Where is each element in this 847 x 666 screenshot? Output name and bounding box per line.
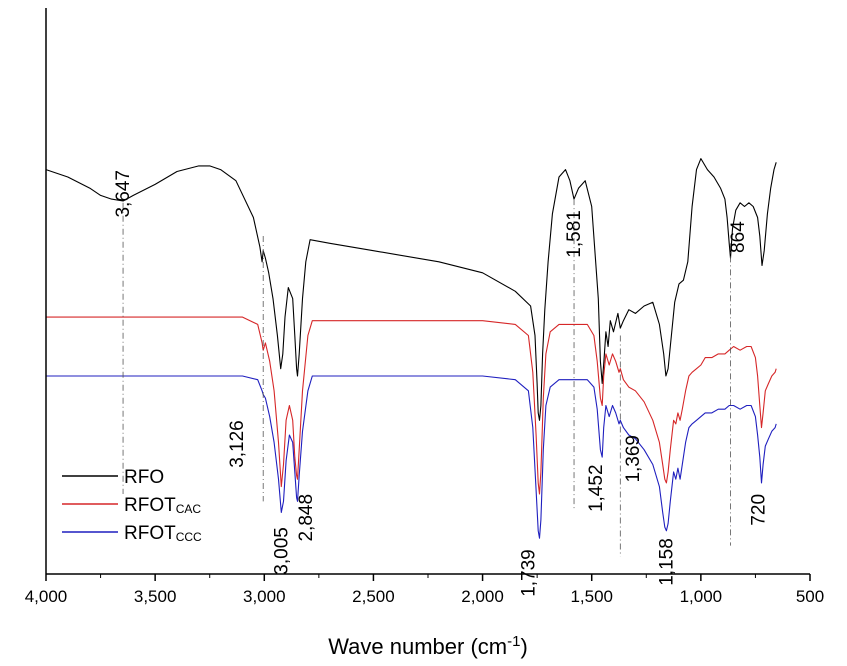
x-tick-label: 500 <box>796 587 824 606</box>
series-line-1 <box>45 158 777 421</box>
x-axis-title-tail: ) <box>520 634 527 659</box>
x-tick-label: 4,000 <box>25 587 68 606</box>
x-tick-label: 2,500 <box>352 587 395 606</box>
peak-label: 3,126 <box>227 420 248 468</box>
legend-label: RFO <box>124 467 164 488</box>
legend-label-subscript: CAC <box>176 502 202 516</box>
x-tick-label: 3,500 <box>134 587 177 606</box>
series-line-3 <box>46 375 777 539</box>
peak-label: 3,647 <box>113 170 134 218</box>
x-tick-label: 1,000 <box>680 587 723 606</box>
legend-label: RFOTCCC <box>124 523 202 544</box>
peak-label: 1,739 <box>518 549 539 597</box>
peak-label: 1,581 <box>564 210 585 258</box>
x-axis-title-main: Wave number (cm <box>328 634 507 659</box>
legend-label-name: RFOT <box>124 523 176 544</box>
peak-label: 864 <box>728 221 749 253</box>
legend-label: RFOTCAC <box>124 495 201 516</box>
peak-label: 1,369 <box>623 435 644 483</box>
peak-label: 720 <box>749 494 770 526</box>
x-tick-label: 2,000 <box>461 587 504 606</box>
x-tick-label: 3,000 <box>243 587 286 606</box>
series-line-2 <box>46 316 777 495</box>
peak-label: 2,848 <box>296 494 317 542</box>
x-axis-title-superscript: -1 <box>507 633 520 650</box>
x-tick-layer: 4,000 3,500 3,000 2,500 2,000 1,500 1,000 500 <box>25 574 824 606</box>
series-layer <box>45 158 777 539</box>
peak-label: 1,158 <box>656 538 677 586</box>
legend-label-name: RFOT <box>124 495 176 516</box>
x-tick-label: 1,500 <box>570 587 613 606</box>
x-axis-title: Wave number (cm-1) <box>328 633 528 659</box>
peak-label: 1,452 <box>586 464 607 512</box>
peak-label: 3,005 <box>271 527 292 575</box>
legend-label-subscript: CCC <box>176 530 202 544</box>
legend-label-name: RFO <box>124 467 164 488</box>
